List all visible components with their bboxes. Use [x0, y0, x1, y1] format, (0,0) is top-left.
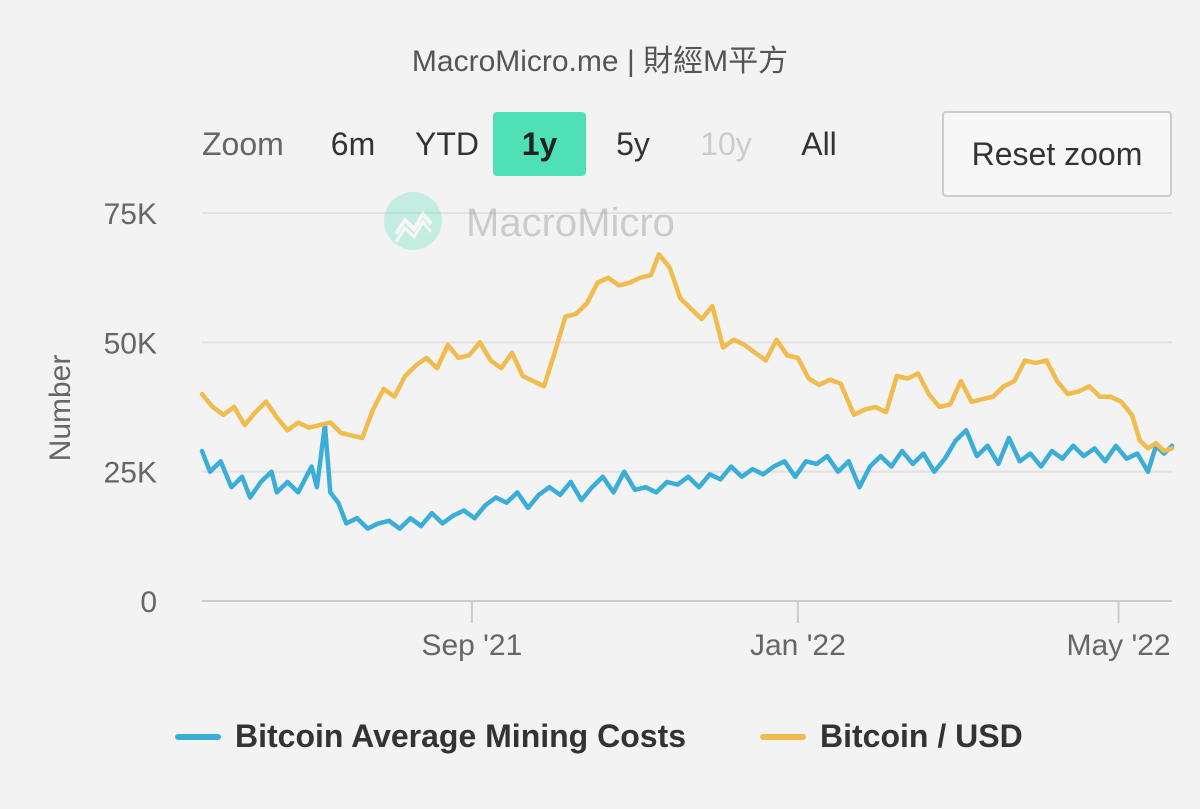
- y-tick-label: 0: [140, 586, 157, 619]
- watermark: MacroMicro: [384, 192, 675, 250]
- legend-label-btc-usd: Bitcoin / USD: [820, 718, 1023, 754]
- x-tick-label: May '22: [1067, 629, 1171, 662]
- legend-item-btc-usd[interactable]: Bitcoin / USD: [760, 712, 1040, 762]
- legend-item-mining-costs[interactable]: Bitcoin Average Mining Costs: [175, 712, 715, 762]
- x-axis: Sep '21 Jan '22 May '22: [421, 601, 1171, 662]
- y-tick-label: 75K: [104, 198, 157, 231]
- legend-swatch-mining-costs: [175, 734, 221, 740]
- zoom-all-button[interactable]: All: [801, 126, 837, 162]
- zoom-6m-button[interactable]: 6m: [330, 126, 376, 162]
- y-tick-label: 50K: [104, 327, 157, 360]
- legend-label-mining-costs: Bitcoin Average Mining Costs: [235, 718, 687, 754]
- reset-zoom-button[interactable]: Reset zoom: [942, 111, 1172, 197]
- y-tick-label: 25K: [104, 457, 157, 490]
- chart-logo-icon: [384, 192, 442, 250]
- y-axis: 0 25K 50K 75K: [104, 198, 157, 619]
- zoom-ytd-button[interactable]: YTD: [415, 126, 479, 162]
- series-group: [199, 252, 1175, 531]
- line-chart[interactable]: MacroMicro 0 25K 50K 75K Sep '21 Jan '22 May …: [0, 0, 1200, 700]
- y-axis-title: Number: [44, 355, 77, 462]
- grid: [202, 212, 1172, 602]
- chart-title: MacroMicro.me | 財經M平方: [411, 45, 789, 78]
- legend-swatch-btc-usd: [760, 734, 806, 740]
- x-tick-label: Sep '21: [421, 629, 522, 662]
- x-tick-label: Jan '22: [750, 629, 846, 662]
- zoom-5y-button[interactable]: 5y: [616, 126, 650, 162]
- series-line-btc-usd[interactable]: [199, 252, 1175, 454]
- legend: Bitcoin Average Mining Costs Bitcoin / U…: [0, 712, 1200, 762]
- zoom-label: Zoom: [202, 126, 284, 162]
- zoom-1y-button[interactable]: 1y: [493, 112, 586, 176]
- series-line-mining-costs[interactable]: [199, 422, 1175, 531]
- watermark-text: MacroMicro: [466, 201, 675, 245]
- zoom-10y-button: 10y: [700, 126, 752, 162]
